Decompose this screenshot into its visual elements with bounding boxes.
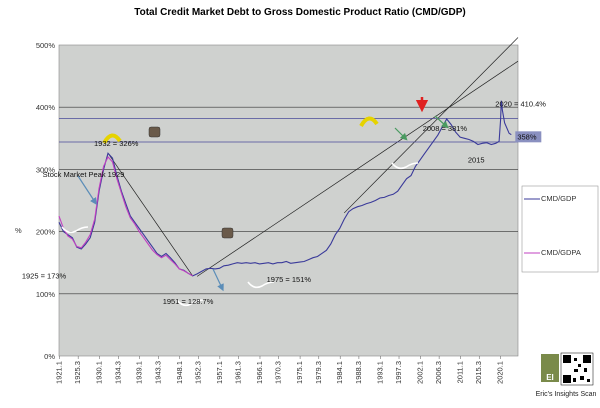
x-tick-label: 1975.1: [295, 361, 304, 384]
annotation-label: 2020 = 410.4%: [495, 100, 546, 109]
arrow-icon: [434, 115, 449, 129]
x-tick-label: 2006.3: [434, 361, 443, 384]
annotation-label: 1951 = 128.7%: [163, 297, 214, 306]
plot-area: [58, 44, 519, 357]
barrel-icon: [221, 227, 234, 239]
gridlines: [59, 106, 518, 295]
bounce-arrow-icon: [391, 162, 419, 170]
annotation-label: Stock Market Peak 1929: [43, 170, 125, 179]
qr-code-icon: [560, 352, 594, 386]
y-tick-label: 300%: [36, 165, 56, 174]
bounce-arrow-icon: [176, 299, 204, 307]
y-tick-label: 0%: [44, 352, 55, 361]
x-tick-label: 1970.3: [274, 361, 283, 384]
annotation-label: 1932 = 326%: [94, 139, 139, 148]
x-tick-label: 1948.1: [175, 361, 184, 384]
x-tick-label: 1943.3: [153, 361, 162, 384]
trend-line: [343, 37, 519, 214]
x-tick-label: 1930.1: [95, 361, 104, 384]
trend-line: [107, 153, 193, 277]
x-tick-label: 2020.1: [496, 361, 505, 384]
x-tick-label: 1952.3: [193, 361, 202, 384]
x-tick-label: 1966.1: [255, 361, 264, 384]
y-axis-ticks: 0% 100% 200% 300% 400% 500%: [36, 41, 56, 361]
annotation-arrows: [61, 97, 449, 307]
x-tick-label: 1957.1: [215, 361, 224, 384]
arrow-icon: [212, 268, 224, 292]
series-lines: [58, 100, 512, 277]
annotation-label: 358%: [517, 132, 537, 141]
annotation-label: 2008 = 381%: [423, 124, 468, 133]
x-tick-label: 1988.3: [354, 361, 363, 384]
barrel-icon: [148, 126, 161, 138]
bounce-arrow-icon: [61, 226, 89, 234]
y-tick-label: 400%: [36, 103, 56, 112]
x-tick-label: 2015.3: [474, 361, 483, 384]
trend-line: [196, 60, 519, 277]
value-highlight-box: [515, 131, 542, 143]
chart-title: Total Credit Market Debt to Gross Domest…: [134, 7, 466, 18]
y-tick-label: 200%: [36, 228, 56, 237]
annotation-label: 1925 = 173%: [22, 271, 67, 280]
x-tick-label: 1984.1: [335, 361, 344, 384]
x-tick-label: 1993.1: [375, 361, 384, 384]
x-tick-label: 2011.1: [456, 361, 465, 383]
x-tick-label: 1921.1: [54, 361, 63, 384]
series-line-cmd-gdp: [58, 100, 512, 277]
x-tick-label: 1925.3: [73, 361, 82, 384]
series-line-cmd-gdpa: [58, 156, 193, 277]
x-tick-label: 1961.3: [234, 361, 243, 384]
y-tick-label: 500%: [36, 41, 56, 50]
yellow-arrow-icon: [359, 116, 379, 128]
arrow-icon: [77, 175, 97, 206]
y-axis-label: %: [15, 226, 22, 235]
yellow-arrow-icon: [102, 133, 122, 145]
legend-entry-cmd-gdp: CMD/GDP: [541, 194, 576, 203]
legend-entry-cmd-gdpa: CMD/GDPA: [541, 248, 581, 257]
x-tick-label: 1979.3: [314, 361, 323, 384]
brand-name: Eric's Insights Scan: [536, 391, 597, 398]
x-tick-label: 1997.3: [394, 361, 403, 384]
bounce-arrow-icon: [247, 281, 275, 289]
x-tick-label: 2002.1: [415, 361, 424, 384]
annotation-label: 2015: [468, 156, 485, 165]
arrow-icon: [394, 127, 408, 141]
y-tick-label: 100%: [36, 290, 56, 299]
legend: CMD/GDP CMD/GDPA: [521, 185, 599, 273]
logo-text: EI: [546, 373, 554, 382]
x-axis-ticks: 1921.1 1925.3 1930.1 1934.3 1939.1 1943.3 1948…: [54, 356, 505, 384]
annotation-label: 1975 = 151%: [267, 275, 312, 284]
branding: EI Eric's Insights Scan: [536, 352, 597, 398]
logo-photo: [541, 354, 559, 382]
annotations: 1932 = 326% Stock Market Peak 1929 1925 = …: [22, 100, 546, 306]
trend-channel-lines: [59, 37, 519, 277]
x-tick-label: 1939.1: [135, 361, 144, 384]
x-tick-label: 1934.3: [113, 361, 122, 384]
legend-box: [521, 185, 599, 273]
